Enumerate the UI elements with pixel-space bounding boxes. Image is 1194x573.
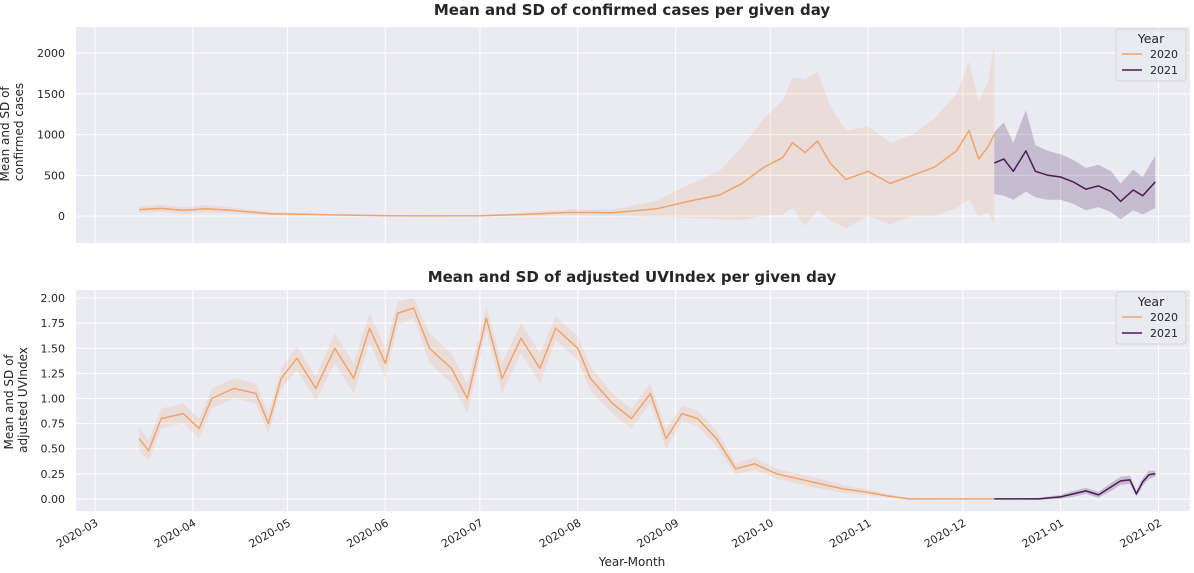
y-tick-label: 1500 [37, 88, 65, 101]
mean-lines [139, 129, 1156, 217]
x-tick-label: 2020-11 [827, 516, 873, 550]
legend-box [1115, 28, 1187, 82]
x-tick-label: 2020-04 [152, 516, 198, 550]
y-tick-label: 2000 [37, 47, 65, 60]
y-tick-label: 0 [58, 210, 65, 223]
panel-title: Mean and SD of adjusted UVIndex per give… [428, 268, 837, 286]
grid [76, 27, 1190, 243]
y-tick-labels: 0.00 0.25 0.50 0.75 1.00 1.25 1.50 1.75 2.00 [41, 292, 66, 506]
x-tick-labels: 2020-03 2020-04 2020-05 2020-06 2020-07 2020-… [54, 516, 1164, 550]
grid [76, 290, 1190, 511]
x-tick-label: 2020-06 [344, 516, 390, 550]
legend: Year 2020 2021 [1115, 291, 1187, 345]
y-tick-label: 1.75 [41, 317, 66, 330]
legend-title: Year [1137, 31, 1165, 46]
y-tick-label: 500 [44, 169, 65, 182]
confirmed-cases-panel: Mean and SD of confirmed cases per given… [0, 1, 1190, 243]
y-tick-label: 1.25 [41, 367, 66, 380]
x-tick-label: 2020-08 [537, 516, 583, 550]
sd-band-2021 [994, 110, 1156, 220]
y-tick-label: 1.00 [41, 392, 66, 405]
mean-line-2020 [138, 307, 995, 500]
y-tick-label: 2.00 [41, 292, 66, 305]
legend-entry-2021: 2021 [1150, 64, 1178, 77]
legend: Year 2020 2021 [1115, 28, 1187, 82]
x-tick-label: 2021-01 [1020, 516, 1066, 550]
y-tick-label: 0.75 [41, 418, 66, 431]
x-tick-label: 2020-10 [729, 516, 775, 550]
uvindex-panel: Mean and SD of adjusted UVIndex per give… [2, 268, 1190, 511]
legend-box [1115, 291, 1187, 345]
y-tick-labels: 0 500 1000 1500 2000 [37, 47, 65, 223]
y-axis-label: Mean and SD of confirmed cases [0, 83, 26, 182]
x-axis-label: Year-Month [598, 555, 666, 569]
panel-title: Mean and SD of confirmed cases per given… [434, 1, 830, 19]
y-axis-label: Mean and SD of adjusted UVIndex [2, 347, 30, 453]
y-tick-label: 0.00 [41, 493, 66, 506]
legend-title: Year [1137, 294, 1165, 309]
x-tick-label: 2020-03 [54, 516, 100, 550]
y-tick-label: 1.50 [41, 342, 66, 355]
mean-line-2021 [994, 473, 1156, 500]
y-tick-label: 0.50 [41, 443, 66, 456]
legend-entry-2021: 2021 [1150, 327, 1178, 340]
sd-bands [139, 44, 1156, 229]
mean-line-2021 [994, 150, 1156, 203]
x-tick-label: 2020-12 [922, 516, 968, 550]
x-tick-label: 2020-09 [635, 516, 681, 550]
sd-band-2020 [139, 44, 995, 229]
x-tick-label: 2020-07 [439, 516, 485, 550]
y-tick-label: 0.25 [41, 468, 66, 481]
mean-line-2020 [139, 129, 995, 217]
x-tick-label: 2021-02 [1118, 516, 1164, 550]
legend-entry-2020: 2020 [1150, 311, 1178, 324]
mean-lines [138, 307, 1156, 500]
legend-entry-2020: 2020 [1150, 48, 1178, 61]
x-tick-label: 2020-05 [247, 516, 293, 550]
y-tick-label: 1000 [37, 129, 65, 142]
